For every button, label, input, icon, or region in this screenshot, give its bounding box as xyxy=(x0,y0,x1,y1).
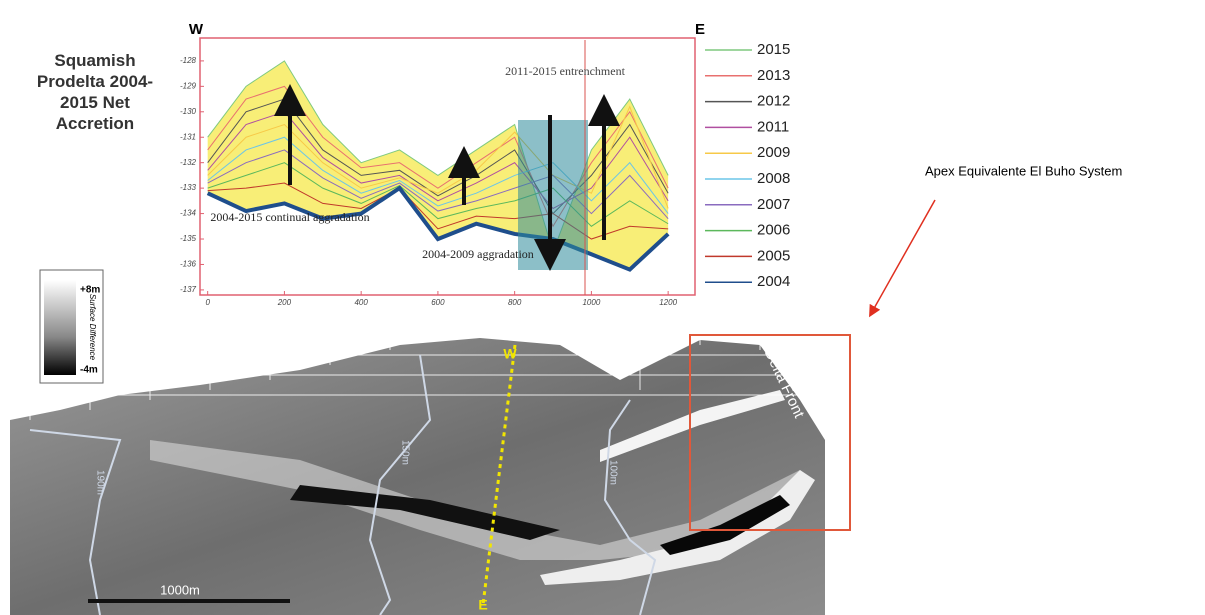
chart-title: Squamish Prodelta 2004-2015 Net Accretio… xyxy=(36,51,154,133)
x-tick-label: 600 xyxy=(431,298,445,307)
series-line xyxy=(207,136,669,214)
channel-dark xyxy=(290,485,560,540)
y-tick-label: -133 xyxy=(180,183,197,192)
x-tick-label: 400 xyxy=(354,298,368,307)
callout: Apex Equivalente El Buho System xyxy=(925,163,1122,178)
y-tick-label: -129 xyxy=(180,81,197,90)
zone-box xyxy=(689,334,851,531)
section-end: E xyxy=(478,597,487,613)
map xyxy=(10,199,936,615)
x-tick-label: 200 xyxy=(277,298,292,307)
colorbar-min: -4m xyxy=(80,365,98,376)
seabed xyxy=(10,338,825,615)
contour-label: 190m xyxy=(94,470,105,495)
y-tick-label: -130 xyxy=(180,107,197,116)
channel-bright xyxy=(540,470,815,585)
callout-arrow xyxy=(869,199,936,318)
series-line xyxy=(207,60,669,254)
legend-label: 2007 xyxy=(757,196,790,213)
series-line xyxy=(207,182,669,240)
y-tick-label: -132 xyxy=(180,158,197,167)
arrows xyxy=(274,84,620,271)
x-tick-label: 1200 xyxy=(659,298,677,307)
ridge xyxy=(600,390,785,462)
legend-label: 2009 xyxy=(757,144,790,161)
legend-label: 2011 xyxy=(757,118,789,135)
east-label: E xyxy=(695,21,705,38)
annotation: 2004-2009 aggradation xyxy=(422,247,534,261)
y-tick-label: -137 xyxy=(180,285,197,294)
y-tick-label: -136 xyxy=(180,260,197,269)
y-tick-label: -135 xyxy=(180,234,197,243)
legend-label: 2012 xyxy=(757,93,790,110)
contour-label: 100m xyxy=(607,460,618,485)
series-line xyxy=(207,149,669,219)
scale-label: 1000m xyxy=(160,582,200,597)
contour-label: 150m xyxy=(399,440,410,465)
x-tick-label: 0 xyxy=(205,298,210,307)
series-line xyxy=(206,185,670,272)
legend-label: 2004 xyxy=(757,273,790,290)
section-line xyxy=(481,344,517,606)
channel-dark xyxy=(660,495,790,555)
annotation: 2011-2015 entrenchment xyxy=(505,64,626,78)
x-tick-label: 800 xyxy=(508,298,522,307)
legend-label: 2006 xyxy=(757,222,790,239)
legend: 2015 2013 2012 2011 2009 2008 2007 2006 2005 2004 xyxy=(705,41,790,290)
legend-label: 2008 xyxy=(757,170,790,187)
west-label: W xyxy=(189,21,204,38)
annotation: 2004-2015 continual aggradation xyxy=(210,210,369,224)
legend-label: 2015 xyxy=(757,41,790,58)
channel-light xyxy=(150,440,800,560)
colorbar-label: Surface Difference xyxy=(88,294,97,361)
legend-label: 2005 xyxy=(757,247,790,264)
y-tick-label: -131 xyxy=(180,132,196,141)
series-line xyxy=(207,105,669,209)
legend-label: 2013 xyxy=(757,67,790,84)
section-start: W xyxy=(503,346,517,362)
x-tick-label: 1000 xyxy=(582,298,600,307)
contour-lines xyxy=(29,354,657,615)
colorbar-max: +8m xyxy=(80,285,100,296)
y-tick-label: -128 xyxy=(180,56,197,65)
y-tick-label: -134 xyxy=(180,209,197,218)
colorbar xyxy=(44,280,76,375)
series-line xyxy=(207,162,669,227)
